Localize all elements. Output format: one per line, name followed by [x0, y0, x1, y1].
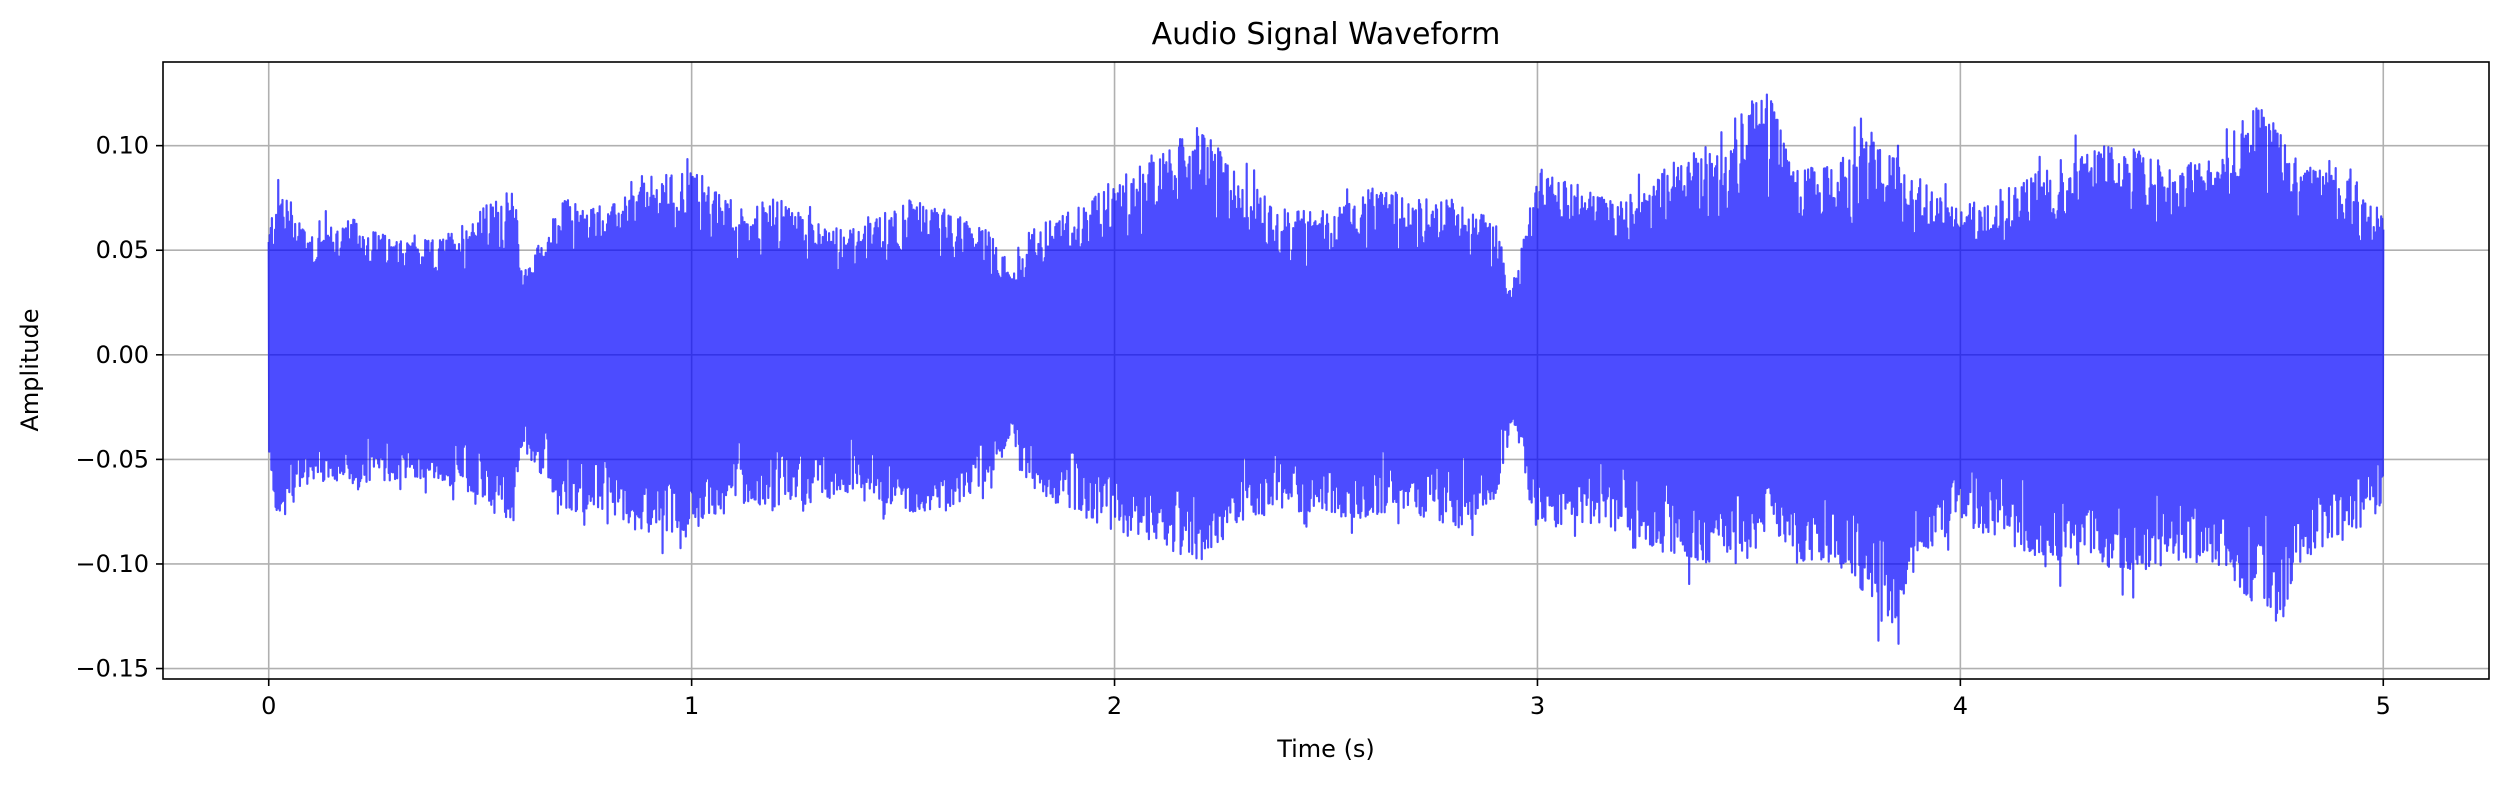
- x-tick-label-4: 4: [1953, 692, 1968, 720]
- x-axis-ticks: 0 1 2 3 4 5: [261, 679, 2391, 720]
- waveform-line-0: [267, 93, 2385, 645]
- x-axis-label: Time (s): [1276, 735, 1375, 763]
- y-tick-label-2: 0.00: [96, 341, 149, 369]
- waveform-series: [267, 93, 2385, 645]
- chart-title: Audio Signal Waveform: [1152, 17, 1501, 52]
- y-tick-label-1: 0.05: [96, 236, 149, 264]
- y-axis-label: Amplitude: [16, 309, 44, 432]
- y-tick-label-4: −0.10: [75, 550, 149, 578]
- y-tick-label-0: 0.10: [96, 132, 149, 160]
- x-tick-label-1: 1: [684, 692, 699, 720]
- x-tick-label-2: 2: [1107, 692, 1122, 720]
- y-tick-label-3: −0.05: [75, 445, 149, 473]
- y-tick-label-5: −0.15: [75, 655, 149, 683]
- x-tick-label-0: 0: [261, 692, 276, 720]
- x-tick-label-5: 5: [2376, 692, 2391, 720]
- x-tick-label-3: 3: [1530, 692, 1545, 720]
- y-axis-ticks: 0.10 0.05 0.00 −0.05 −0.10 −0.15: [75, 132, 163, 683]
- plot-frame: [162, 61, 2490, 680]
